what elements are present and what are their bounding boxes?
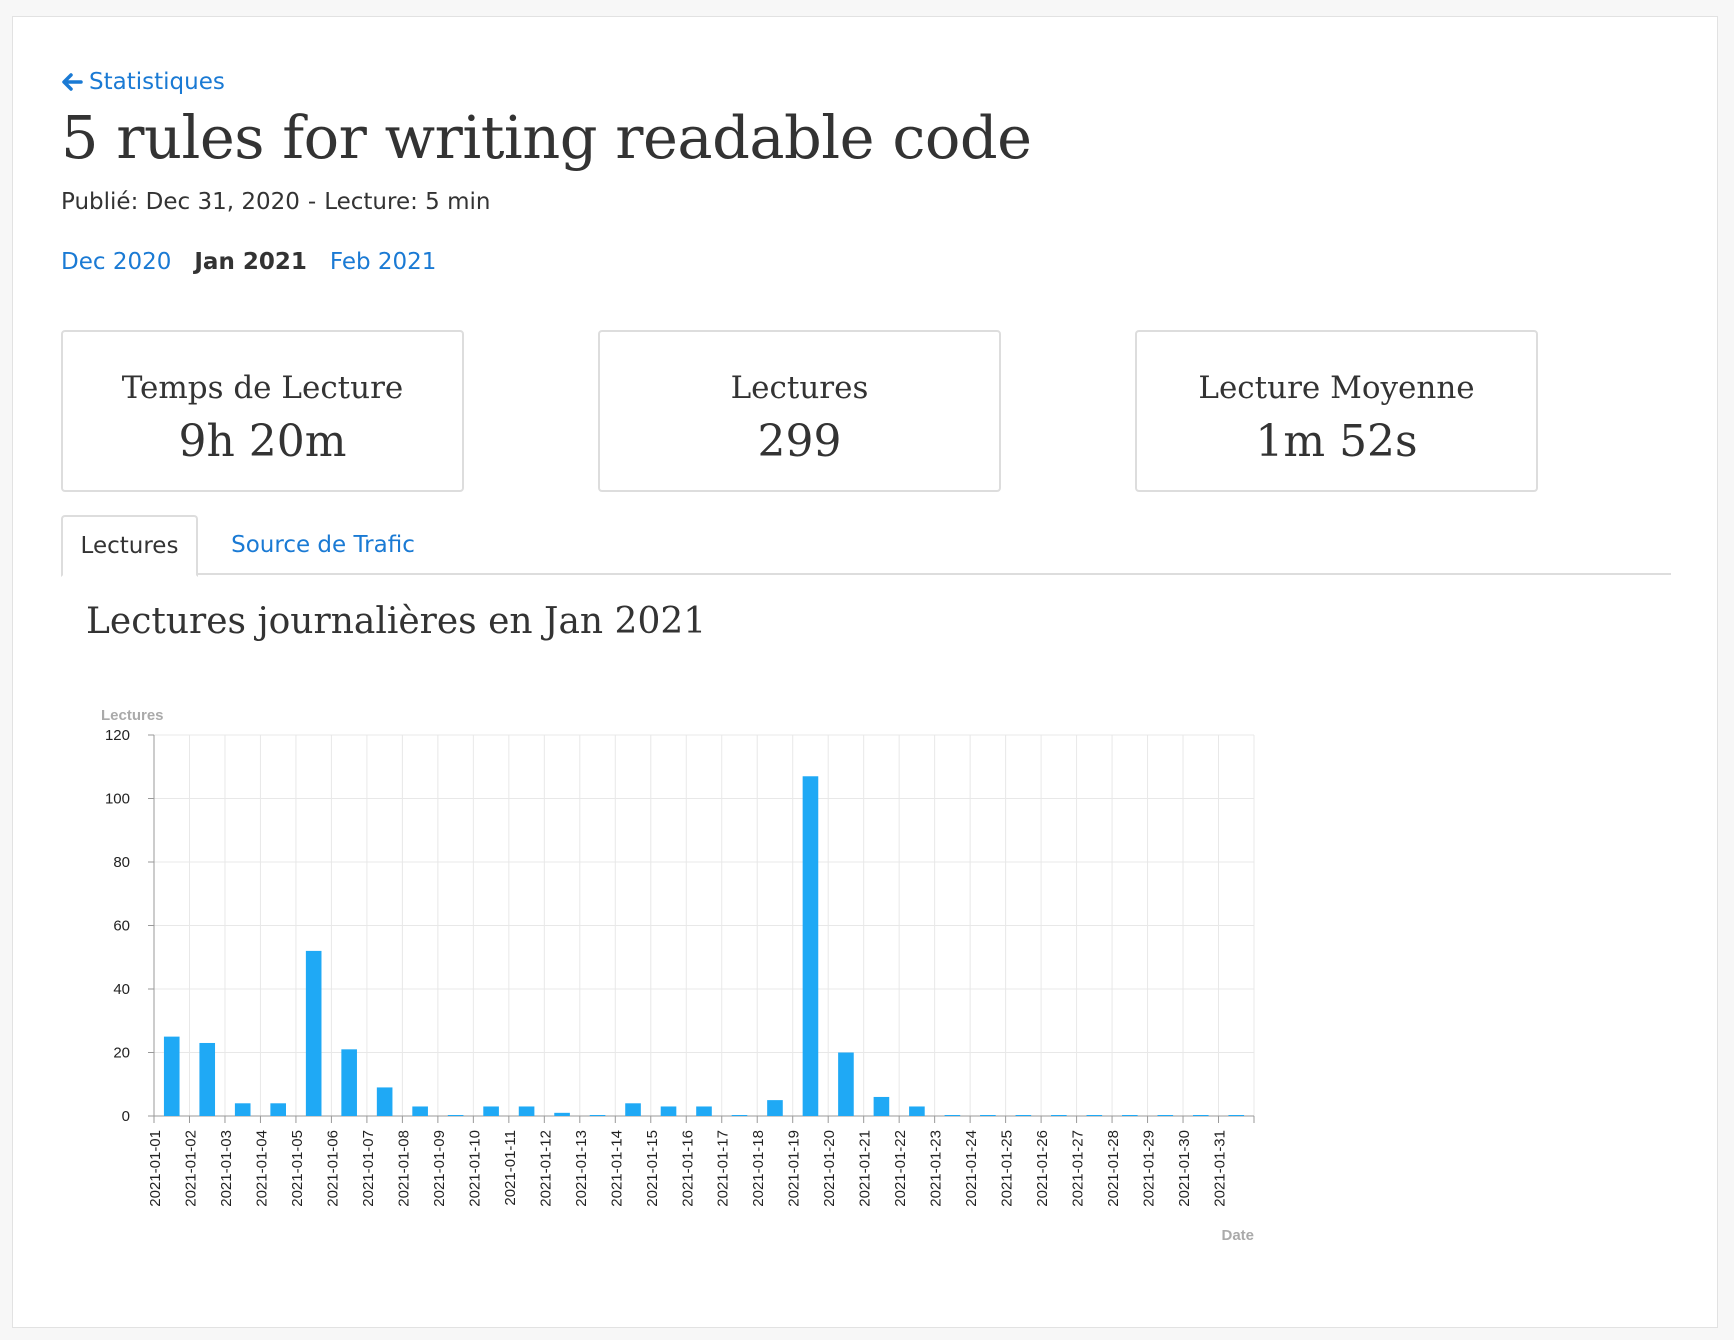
x-tick-label: 2021-01-31 (1212, 1130, 1229, 1207)
bar-2021-01-04 (270, 1103, 286, 1116)
x-tick-label: 2021-01-09 (431, 1130, 448, 1207)
reading-time: Lecture: 5 min (324, 189, 491, 215)
bar-2021-01-10 (483, 1106, 499, 1116)
x-tick-label: 2021-01-10 (466, 1130, 483, 1207)
x-tick-label: 2021-01-17 (715, 1130, 732, 1207)
x-tick-label: 2021-01-02 (182, 1130, 199, 1207)
bar-2021-01-13 (589, 1115, 606, 1116)
bar-2021-01-17 (731, 1115, 748, 1116)
stat-value: 299 (757, 416, 842, 467)
x-tick-label: 2021-01-20 (821, 1130, 838, 1207)
y-tick-label: 100 (105, 791, 130, 808)
x-tick-label: 2021-01-14 (608, 1130, 625, 1207)
y-tick-label: 80 (113, 854, 130, 871)
tab-traffic-source[interactable]: Source de Trafic (231, 532, 415, 558)
stat-card-reads: Lectures 299 (598, 330, 1001, 492)
stat-label: Lecture Moyenne (1198, 370, 1475, 406)
bar-2021-01-24 (980, 1115, 996, 1116)
bar-2021-01-11 (518, 1106, 535, 1116)
x-tick-label: 2021-01-18 (750, 1130, 767, 1207)
x-tick-label: 2021-01-30 (1176, 1130, 1193, 1207)
x-tick-label: 2021-01-19 (786, 1130, 803, 1207)
stat-label: Temps de Lecture (121, 370, 404, 406)
month-current: Jan 2021 (194, 249, 307, 275)
page-title: 5 rules for writing readable code (61, 103, 1032, 172)
article-meta: Publié: Dec 31, 2020 - Lecture: 5 min (61, 189, 490, 215)
bar-2021-01-02 (199, 1042, 216, 1116)
month-link-next[interactable]: Feb 2021 (329, 249, 437, 275)
x-tick-label: 2021-01-08 (395, 1130, 412, 1207)
stat-card-average-read: Lecture Moyenne 1m 52s (1135, 330, 1538, 492)
y-tick-label: 40 (113, 981, 130, 998)
x-tick-label: 2021-01-13 (573, 1130, 590, 1207)
bar-2021-01-27 (1086, 1115, 1103, 1116)
stat-value: 9h 20m (178, 416, 347, 467)
bar-2021-01-23 (944, 1115, 961, 1116)
tab-lectures[interactable]: Lectures (61, 515, 198, 577)
x-tick-label: 2021-01-24 (963, 1130, 980, 1207)
y-tick-label: 120 (105, 727, 130, 744)
x-tick-label: 2021-01-11 (502, 1130, 519, 1206)
back-to-statistics-link[interactable]: Statistiques (61, 69, 225, 95)
arrow-left-icon (62, 73, 83, 91)
x-tick-label: 2021-01-16 (679, 1130, 696, 1207)
bar-2021-01-22 (909, 1106, 925, 1116)
bar-2021-01-14 (625, 1103, 641, 1116)
x-axis-title: Date (1221, 1227, 1254, 1244)
bar-2021-01-26 (1051, 1115, 1067, 1116)
bar-2021-01-15 (660, 1106, 677, 1116)
stat-card-reading-time: Temps de Lecture 9h 20m (61, 330, 464, 492)
bar-2021-01-19 (802, 776, 819, 1116)
bar-2021-01-16 (696, 1106, 712, 1116)
y-tick-label: 0 (122, 1108, 130, 1125)
published-date: Publié: Dec 31, 2020 (61, 189, 300, 215)
bar-2021-01-08 (412, 1106, 428, 1116)
x-tick-label: 2021-01-15 (644, 1130, 661, 1207)
x-tick-label: 2021-01-25 (999, 1130, 1016, 1207)
chart-title: Lectures journalières en Jan 2021 (86, 601, 707, 642)
bar-2021-01-30 (1192, 1115, 1209, 1116)
stat-label: Lectures (730, 370, 869, 406)
bar-2021-01-28 (1122, 1115, 1138, 1116)
x-tick-label: 2021-01-29 (1141, 1130, 1158, 1207)
x-tick-label: 2021-01-21 (857, 1130, 874, 1207)
x-tick-label: 2021-01-01 (147, 1130, 164, 1207)
bar-2021-01-01 (163, 1036, 180, 1116)
bar-2021-01-20 (838, 1052, 854, 1116)
meta-separator: - (307, 189, 317, 215)
tab-bar: Lectures Source de Trafic (61, 515, 1671, 577)
x-tick-label: 2021-01-06 (324, 1130, 341, 1207)
bar-2021-01-12 (554, 1112, 570, 1116)
x-tick-label: 2021-01-27 (1070, 1130, 1087, 1207)
x-tick-label: 2021-01-05 (289, 1130, 306, 1207)
x-tick-label: 2021-01-26 (1034, 1130, 1051, 1207)
bar-2021-01-06 (341, 1049, 357, 1116)
bar-2021-01-21 (873, 1096, 890, 1116)
x-tick-label: 2021-01-23 (928, 1130, 945, 1207)
bar-2021-01-29 (1157, 1115, 1174, 1116)
x-tick-label: 2021-01-03 (218, 1130, 235, 1207)
bar-2021-01-09 (447, 1115, 464, 1116)
x-tick-label: 2021-01-28 (1105, 1130, 1122, 1207)
bar-2021-01-31 (1228, 1115, 1245, 1116)
bar-2021-01-07 (376, 1087, 393, 1116)
bar-2021-01-25 (1015, 1115, 1032, 1116)
y-axis-title: Lectures (101, 707, 164, 724)
x-tick-label: 2021-01-04 (253, 1130, 270, 1207)
bar-2021-01-18 (767, 1100, 783, 1116)
y-tick-label: 60 (113, 918, 130, 935)
x-tick-label: 2021-01-07 (360, 1130, 377, 1207)
back-link-label: Statistiques (89, 69, 225, 95)
month-link-prev[interactable]: Dec 2020 (61, 249, 172, 275)
month-nav: Dec 2020 Jan 2021 Feb 2021 (61, 249, 436, 275)
bar-2021-01-05 (305, 950, 322, 1116)
y-tick-label: 20 (113, 1045, 130, 1062)
stat-value: 1m 52s (1255, 416, 1418, 467)
stats-page: Statistiques 5 rules for writing readabl… (12, 16, 1718, 1328)
x-tick-label: 2021-01-22 (892, 1130, 909, 1207)
bar-2021-01-03 (234, 1103, 251, 1116)
x-tick-label: 2021-01-12 (537, 1130, 554, 1207)
